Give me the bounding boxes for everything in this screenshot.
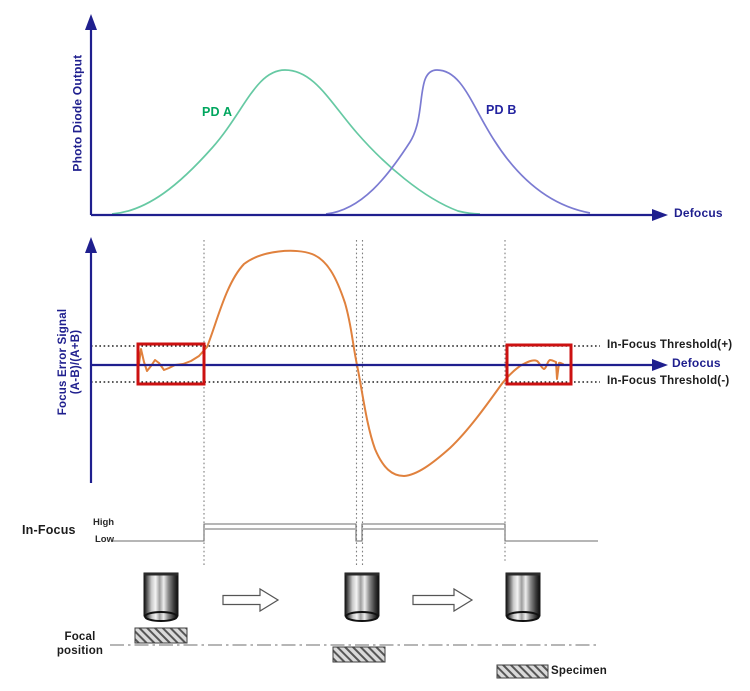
middle-chart-x-axis-label: Defocus [672, 356, 721, 370]
middle-chart-axes [89, 250, 656, 483]
capture-range-box-right [505, 343, 573, 386]
focal-position-label: Focal position [50, 630, 110, 658]
capture-range-box-left [136, 342, 206, 386]
threshold-dotted-lines [91, 345, 600, 383]
scan-arrow-2 [412, 587, 474, 613]
objective-lens-1 [143, 572, 179, 622]
middle-x-axis-arrowhead [652, 359, 668, 371]
infocus-high-label: High [93, 517, 115, 528]
top-chart-x-axis-label: Defocus [674, 206, 723, 220]
infocus-low-label: Low [95, 534, 114, 545]
infocus-waveform [113, 523, 598, 542]
focal-position-label-line1: Focal [64, 631, 96, 643]
pd-a-series-label: PD A [202, 105, 233, 119]
top-y-axis-arrowhead [85, 14, 97, 30]
specimen-block-2 [332, 646, 386, 663]
middle-chart-y-axis-label-line1: Focus Error Signal [57, 308, 69, 416]
specimen-block-3 [496, 664, 549, 679]
threshold-minus-label: In-Focus Threshold(-) [607, 375, 730, 387]
vertical-guide-lines [203, 240, 506, 565]
pd-a-curve [111, 69, 481, 215]
middle-y-axis-arrowhead [85, 237, 97, 253]
specimen-block-1 [134, 627, 188, 644]
top-chart-axes [89, 27, 656, 217]
objective-lens-2 [344, 572, 380, 622]
middle-chart-y-axis-label: Focus Error Signal (A-B)/(A+B) [57, 306, 83, 418]
infocus-signal-label: In-Focus [22, 523, 76, 537]
top-chart-y-axis-label: Photo Diode Output [70, 54, 85, 172]
specimen-label: Specimen [551, 665, 607, 677]
scan-arrow-1 [222, 587, 280, 613]
threshold-plus-label: In-Focus Threshold(+) [607, 339, 733, 351]
objective-lens-3 [505, 572, 541, 622]
focal-position-label-line2: position [56, 645, 104, 657]
middle-chart-y-axis-label-line2: (A-B)/(A+B) [70, 329, 82, 395]
pd-b-series-label: PD B [486, 103, 517, 117]
pd-b-curve [325, 69, 591, 215]
top-x-axis-arrowhead [652, 209, 668, 221]
